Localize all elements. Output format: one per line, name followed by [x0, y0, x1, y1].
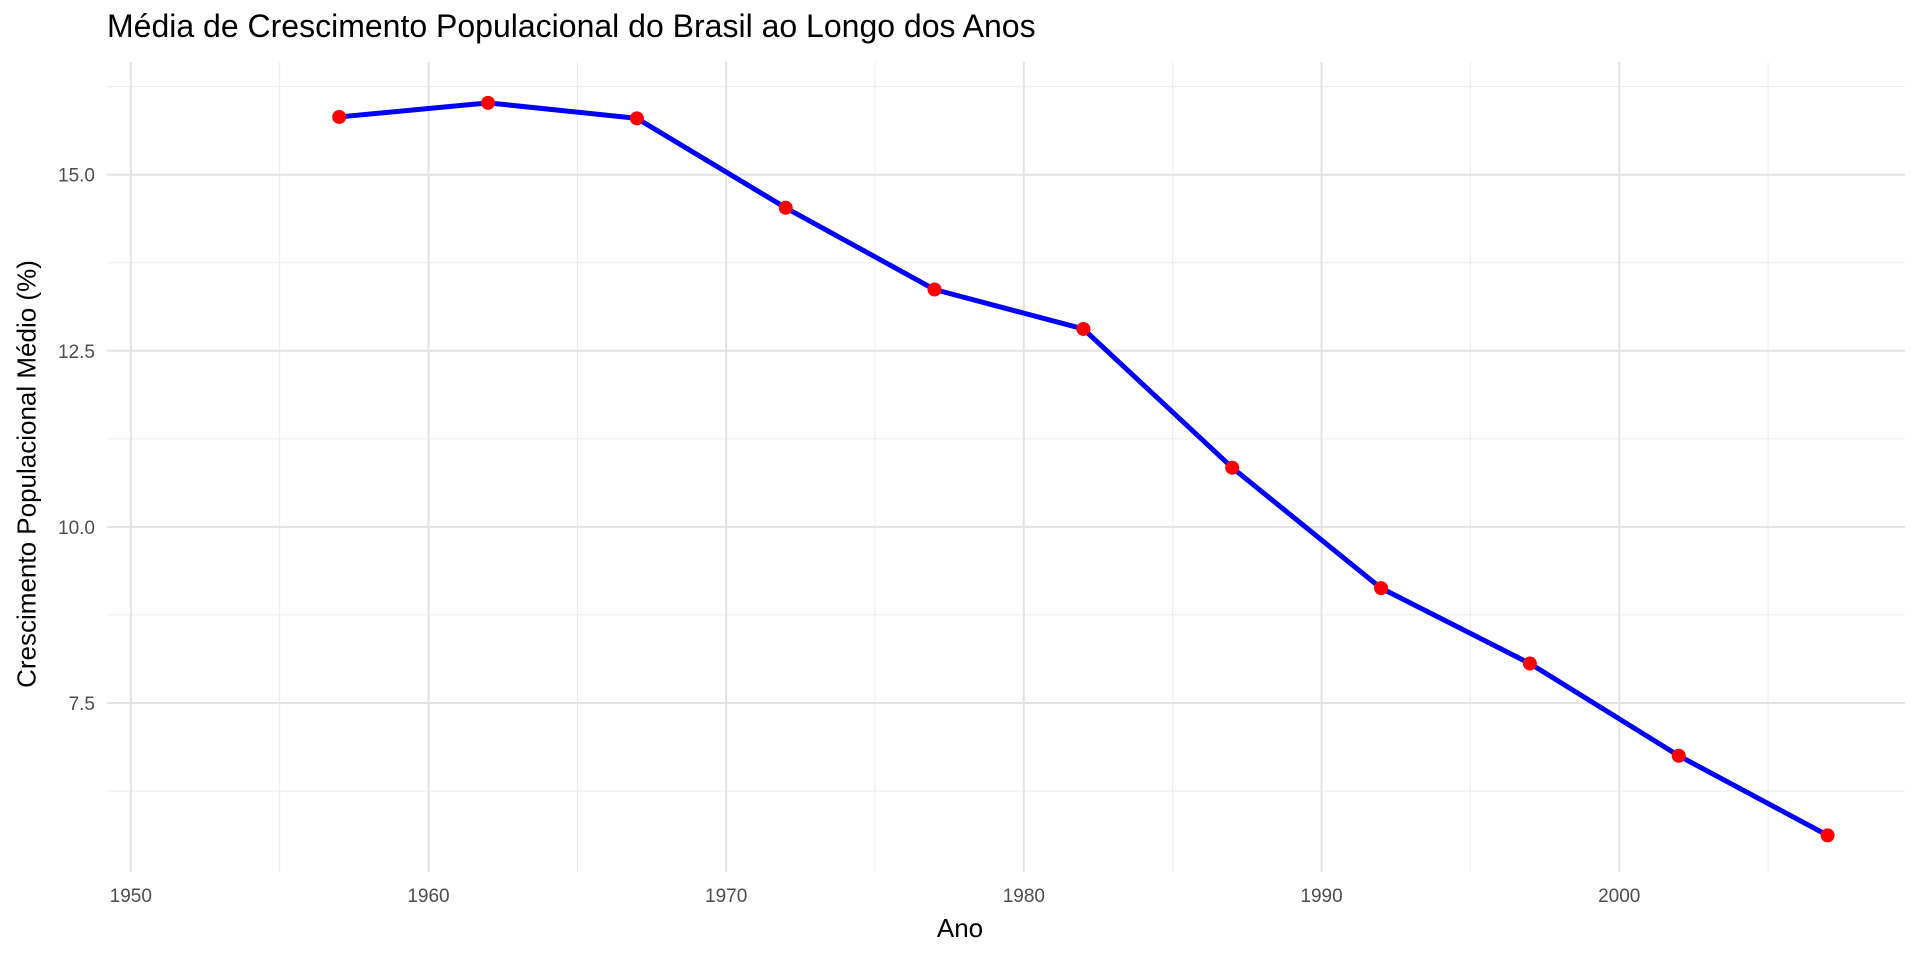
minor-gridlines: [107, 62, 1905, 872]
chart-title: Média de Crescimento Populacional do Bra…: [107, 8, 1036, 44]
x-tick-label: 2000: [1598, 886, 1640, 907]
y-axis-label: Crescimento Populacional Médio (%): [11, 260, 42, 688]
x-tick-label: 1970: [705, 886, 747, 907]
series-points-group: [332, 95, 1835, 843]
y-tick-labels: 7.5 10.0 12.5 15.0: [58, 166, 95, 715]
x-tick-label: 1980: [1003, 886, 1045, 907]
y-tick-label: 15.0: [58, 166, 95, 187]
y-tick-label: 10.0: [58, 518, 95, 539]
y-tick-label: 12.5: [58, 342, 95, 363]
data-point: [629, 111, 644, 126]
series-line: [338, 100, 1829, 838]
data-point: [1820, 828, 1835, 843]
x-axis-label: Ano: [936, 913, 984, 943]
series-line-group: [338, 100, 1829, 838]
x-tick-label: 1960: [407, 886, 449, 907]
data-point: [1522, 656, 1537, 671]
data-point: [778, 200, 793, 215]
x-tick-labels: 1950 1960 1970 1980 1990 2000: [110, 886, 1641, 907]
data-point: [1225, 460, 1240, 475]
y-tick-label: 7.5: [69, 694, 95, 715]
data-point: [927, 282, 942, 297]
x-tick-label: 1990: [1300, 886, 1342, 907]
data-point: [1671, 748, 1686, 763]
data-point: [332, 109, 347, 124]
data-point: [481, 95, 496, 110]
data-point: [1076, 321, 1091, 336]
major-gridlines: [107, 62, 1905, 872]
x-tick-label: 1950: [110, 886, 152, 907]
data-point: [1374, 581, 1389, 596]
